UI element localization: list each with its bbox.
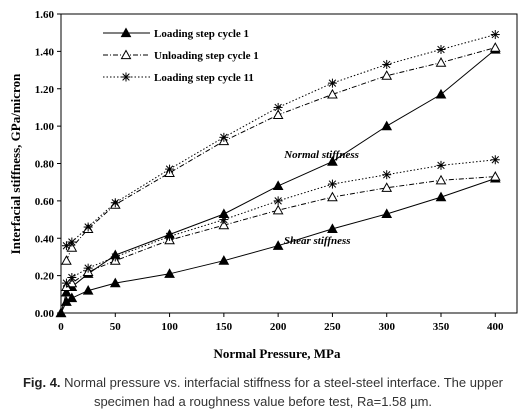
data-point-star <box>61 241 71 251</box>
y-tick-label: 0.40 <box>35 233 55 245</box>
legend-label: Unloading step cycle 1 <box>154 50 259 62</box>
data-point-filled-triangle <box>120 27 132 38</box>
data-point-filled-triangle <box>327 223 338 234</box>
data-point-open-triangle <box>120 49 132 60</box>
data-point-filled-triangle <box>109 277 121 288</box>
y-tick-label: 1.20 <box>35 84 55 96</box>
series-3 <box>61 30 500 288</box>
data-point-open-triangle <box>327 88 338 99</box>
data-point-open-triangle <box>435 57 447 67</box>
caption-label: Fig. 4. <box>22 375 61 390</box>
data-point-open-triangle <box>435 174 447 185</box>
data-point-filled-triangle <box>82 285 94 295</box>
legend-label: Loading step cycle 1 <box>154 28 249 40</box>
data-point-open-triangle <box>381 182 393 192</box>
data-point-star <box>490 155 500 165</box>
data-point-star <box>327 78 337 88</box>
x-tick-label: 150 <box>216 321 233 333</box>
x-tick-label: 50 <box>110 321 122 333</box>
x-tick-label: 400 <box>487 321 504 333</box>
data-point-filled-triangle <box>435 191 447 202</box>
series-line <box>65 47 496 261</box>
x-axis-title: Normal Pressure, MPa <box>214 346 341 361</box>
data-point-open-triangle <box>489 42 501 52</box>
y-tick-label: 1.40 <box>35 46 55 58</box>
data-point-star <box>165 231 175 241</box>
data-point-open-triangle <box>272 109 284 120</box>
x-tick-label: 300 <box>378 321 395 333</box>
data-point-open-triangle <box>218 219 230 230</box>
data-point-filled-triangle <box>272 240 284 250</box>
data-point-star <box>382 170 392 180</box>
series-line <box>66 159 496 284</box>
series-1 <box>55 43 501 318</box>
data-point-star <box>67 237 77 247</box>
x-tick-label: 200 <box>270 321 287 333</box>
data-point-star <box>327 179 337 189</box>
x-tick-label: 0 <box>58 321 64 333</box>
data-point-filled-triangle <box>218 255 230 265</box>
curve-annotation: Shear stiffness <box>284 235 351 247</box>
data-point-filled-triangle <box>435 88 447 99</box>
data-point-filled-triangle <box>381 120 393 131</box>
y-tick-label: 0.60 <box>35 196 55 208</box>
data-point-filled-triangle <box>55 307 67 318</box>
data-point-star <box>61 278 71 288</box>
data-point-star <box>436 160 446 170</box>
data-point-star <box>273 102 283 112</box>
data-point-open-triangle <box>61 255 72 265</box>
figure-caption: Fig. 4. Normal pressure vs. interfacial … <box>10 373 516 411</box>
series-line <box>66 34 496 247</box>
data-point-star <box>219 132 229 142</box>
legend: Loading step cycle 1 Unloading step cycle… <box>103 27 259 84</box>
legend-item: Unloading step cycle 1 <box>103 49 259 62</box>
series-layer <box>55 30 501 318</box>
legend-label: Loading step cycle 11 <box>154 72 254 84</box>
series-line <box>66 176 496 288</box>
legend-item: Loading step cycle 11 <box>103 72 254 84</box>
data-point-filled-triangle <box>381 208 393 219</box>
data-point-star <box>219 215 229 225</box>
y-tick-label: 0.80 <box>35 159 55 171</box>
data-point-star <box>67 272 77 282</box>
data-point-star <box>121 72 131 82</box>
data-point-star <box>83 263 93 273</box>
data-point-star <box>165 164 175 174</box>
y-axis-title: Interfacial stiffness, GPa/micron <box>8 73 23 254</box>
data-point-star <box>83 222 93 232</box>
data-point-open-triangle <box>381 70 393 80</box>
data-point-star <box>436 45 446 55</box>
data-point-open-triangle <box>272 204 284 215</box>
data-point-filled-triangle <box>272 180 284 191</box>
y-tick-label: 1.60 <box>35 9 55 21</box>
data-point-open-triangle <box>327 191 338 202</box>
data-point-filled-triangle <box>164 268 175 278</box>
x-tick-label: 250 <box>324 321 341 333</box>
data-point-filled-triangle <box>327 156 338 166</box>
curve-annotation: Normal stiffness <box>283 149 359 161</box>
legend-item: Loading step cycle 1 <box>103 27 249 40</box>
annotations: Normal stiffness Shear stiffness <box>283 149 359 247</box>
data-point-open-triangle <box>489 171 501 181</box>
y-axis-ticks: 0.00 0.20 0.40 0.60 0.80 1.00 1.20 1.40 1.60 <box>35 9 61 320</box>
y-tick-label: 0.20 <box>35 271 55 283</box>
x-tick-label: 350 <box>433 321 450 333</box>
data-point-star <box>273 196 283 206</box>
y-tick-label: 0.00 <box>35 308 55 320</box>
data-point-star <box>110 198 120 208</box>
series-2 <box>61 42 501 291</box>
data-point-star <box>382 59 392 69</box>
data-point-star <box>490 30 500 40</box>
x-tick-label: 100 <box>161 321 178 333</box>
data-point-star <box>110 252 120 262</box>
y-tick-label: 1.00 <box>35 121 55 133</box>
data-point-filled-triangle <box>66 292 78 303</box>
x-axis-ticks: 0 50 100 150 200 250 300 350 400 <box>58 313 504 333</box>
data-point-filled-triangle <box>61 286 72 297</box>
caption-text: Normal pressure vs. interfacial stiffnes… <box>64 375 503 409</box>
